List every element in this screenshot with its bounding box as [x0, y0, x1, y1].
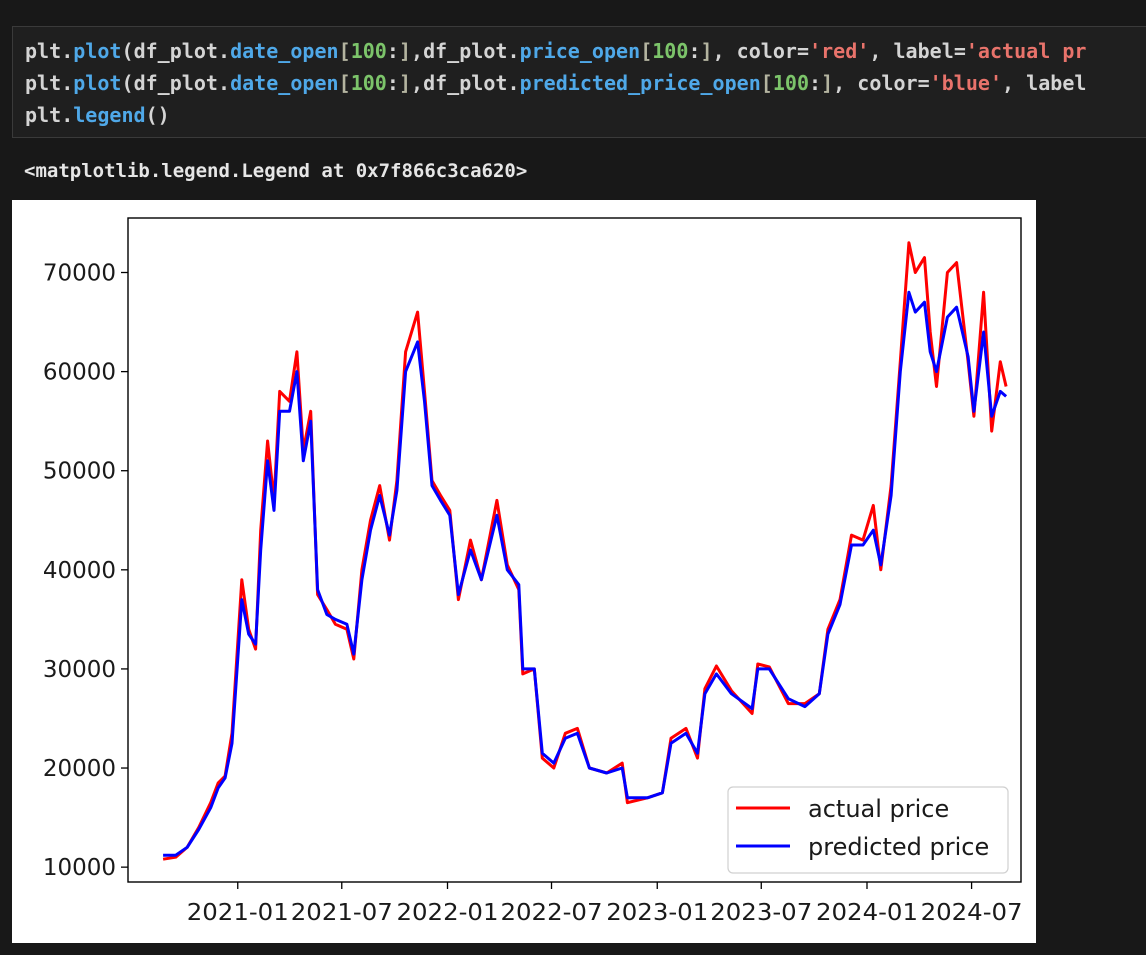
- token-dot: .: [61, 103, 74, 127]
- y-tick-label: 20000: [43, 756, 116, 782]
- series-line-actual: [162, 241, 1008, 861]
- token-string-label: 'actual pr: [965, 39, 1087, 63]
- token-bracket: ]: [700, 39, 713, 63]
- y-axis: 10000 20000 30000 40000 50000 60000 70000: [43, 261, 128, 881]
- code-cell[interactable]: plt.plot(df_plot.date_open[100:],df_plot…: [12, 26, 1146, 138]
- legend-label-actual: actual price: [808, 795, 949, 823]
- x-tick-label: 2022-07: [501, 900, 603, 926]
- legend: actual price predicted price: [727, 786, 1009, 874]
- token-comma: ,: [411, 71, 424, 95]
- token-colon: :: [386, 39, 399, 63]
- token-string-blue: 'blue': [929, 71, 1003, 95]
- token-equals: =: [797, 39, 810, 63]
- token-colon: :: [688, 39, 701, 63]
- series-line-predicted: [163, 290, 1008, 857]
- token-attr-date: date_open: [230, 39, 339, 63]
- x-tick-label: 2022-01: [397, 900, 499, 926]
- token-number: 100: [772, 71, 810, 95]
- line-chart: 2021-01 2021-07 2022-01 2022-07 2023-01 2023-…: [43, 217, 1023, 926]
- token-number: 100: [652, 39, 689, 63]
- token-paren: (: [121, 71, 134, 95]
- y-tick-label: 10000: [43, 855, 116, 881]
- token-comma: ,: [411, 39, 424, 63]
- token-dot: .: [61, 71, 74, 95]
- token-dot: .: [218, 71, 231, 95]
- x-tick-label: 2023-01: [606, 900, 708, 926]
- token-df: df_plot: [133, 39, 218, 63]
- plot-output: 2021-01 2021-07 2022-01 2022-07 2023-01 2023-…: [12, 200, 1036, 943]
- token-fn-plot: plot: [73, 71, 122, 95]
- x-axis: 2021-01 2021-07 2022-01 2022-07 2023-01 2023-…: [187, 882, 1023, 926]
- token-equals: =: [953, 39, 966, 63]
- token-colon: :: [809, 71, 822, 95]
- token-dot: .: [218, 39, 231, 63]
- token-colon: :: [386, 71, 399, 95]
- token-bracket: [: [338, 39, 351, 63]
- token-number: 100: [350, 39, 387, 63]
- token-plt: plt: [25, 71, 62, 95]
- token-bracket: [: [338, 71, 351, 95]
- y-tick-label: 50000: [43, 459, 116, 485]
- token-dot: .: [61, 39, 74, 63]
- series-layer: [162, 241, 1008, 861]
- token-bracket: [: [640, 39, 653, 63]
- x-tick-label: 2021-07: [291, 900, 393, 926]
- y-tick-label: 70000: [43, 261, 116, 287]
- token-fn-legend: legend: [73, 103, 146, 127]
- token-attr-predicted: predicted_price_open: [519, 71, 761, 95]
- token-kwarg-color: , color: [833, 71, 918, 95]
- code-line-1: plt.plot(df_plot.date_open[100:],df_plot…: [25, 39, 1087, 63]
- x-tick-label: 2024-01: [816, 900, 918, 926]
- token-plt: plt: [25, 39, 62, 63]
- token-df: df_plot: [423, 71, 508, 95]
- code-line-3: plt.legend(): [25, 103, 170, 127]
- legend-box: [727, 786, 1009, 874]
- token-kwarg-label: , label: [1002, 71, 1087, 95]
- token-string-red: 'red': [809, 39, 870, 63]
- token-fn-plot: plot: [73, 39, 122, 63]
- token-dot: .: [507, 39, 520, 63]
- token-attr-date: date_open: [230, 71, 339, 95]
- y-tick-label: 40000: [43, 558, 116, 584]
- token-number: 100: [350, 71, 387, 95]
- y-tick-label: 30000: [43, 657, 116, 683]
- token-bracket: ]: [398, 39, 411, 63]
- token-paren: (: [121, 39, 134, 63]
- legend-label-predicted: predicted price: [808, 833, 989, 861]
- code-line-2: plt.plot(df_plot.date_open[100:],df_plot…: [25, 71, 1086, 95]
- token-df: df_plot: [133, 71, 218, 95]
- token-kwarg-color: , color: [712, 39, 797, 63]
- token-df: df_plot: [423, 39, 508, 63]
- token-kwarg-label: , label: [869, 39, 954, 63]
- token-bracket: ]: [398, 71, 411, 95]
- x-tick-label: 2024-07: [921, 900, 1023, 926]
- token-dot: .: [507, 71, 520, 95]
- token-bracket: ]: [821, 71, 834, 95]
- token-bracket: [: [760, 71, 773, 95]
- y-tick-label: 60000: [43, 360, 116, 386]
- token-equals: =: [917, 71, 930, 95]
- token-call-parens: (): [145, 103, 170, 127]
- plot-frame: [127, 217, 1022, 883]
- token-plt: plt: [25, 103, 62, 127]
- x-tick-label: 2023-07: [710, 900, 812, 926]
- token-attr-price: price_open: [519, 39, 641, 63]
- cell-output-text: <matplotlib.legend.Legend at 0x7f866c3ca…: [24, 160, 528, 182]
- x-tick-label: 2021-01: [187, 900, 289, 926]
